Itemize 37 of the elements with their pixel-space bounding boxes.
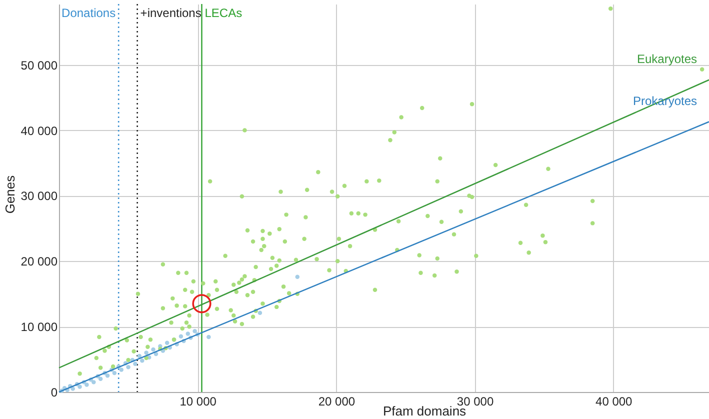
point <box>178 334 184 338</box>
point <box>119 368 124 372</box>
ref-line-label: +inventions <box>140 6 202 20</box>
point <box>105 374 110 378</box>
series-label: Eukaryotes <box>636 52 697 66</box>
x-tick-label: 30 000 <box>456 394 494 408</box>
point <box>92 380 96 384</box>
y-axis-title: Genes <box>2 174 18 214</box>
ref-line-label: Donations <box>62 6 116 20</box>
point <box>112 370 117 376</box>
x-tick-label: 40 000 <box>596 394 633 408</box>
point <box>98 376 103 382</box>
point <box>140 358 144 363</box>
point <box>144 350 148 355</box>
point <box>70 386 75 391</box>
y-tick-label: 30 000 <box>20 189 58 204</box>
point <box>151 347 156 352</box>
point <box>84 382 89 387</box>
point <box>295 274 300 279</box>
y-tick-label: 50 000 <box>20 58 58 72</box>
y-tick-label: 0 <box>50 386 58 400</box>
point <box>258 310 262 315</box>
point <box>78 384 82 389</box>
point <box>186 332 190 336</box>
point <box>192 329 197 334</box>
point <box>133 362 138 366</box>
point <box>206 334 211 340</box>
ref-line-label: LECAs <box>204 6 242 20</box>
point <box>137 354 142 358</box>
y-tick-label: 40 000 <box>20 124 58 138</box>
y-tick-label: 10 000 <box>20 320 58 334</box>
y-tick-label: 20 000 <box>20 254 58 269</box>
x-tick-label: 10 000 <box>180 394 217 408</box>
x-tick-label: 20 000 <box>318 394 356 408</box>
point <box>192 294 212 314</box>
point <box>164 340 170 346</box>
point <box>126 365 130 370</box>
